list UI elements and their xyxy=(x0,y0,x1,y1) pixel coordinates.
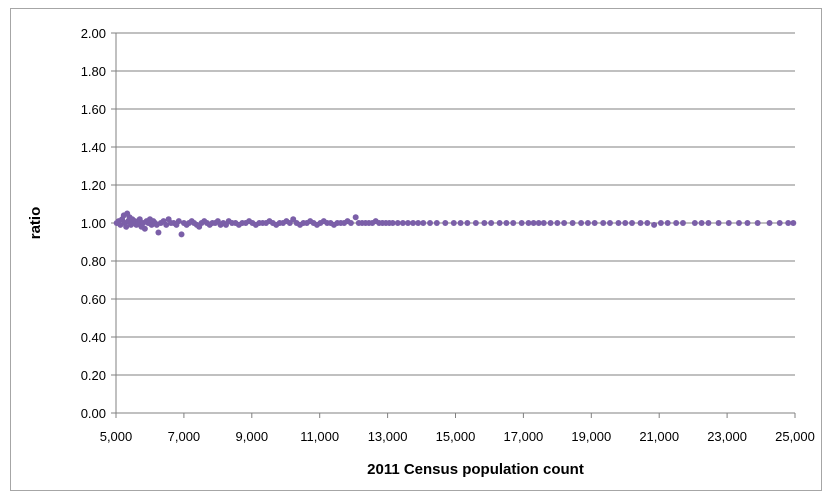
y-tick-label: 1.60 xyxy=(81,102,106,117)
data-point xyxy=(766,220,773,226)
y-tick-label: 2.00 xyxy=(81,26,106,41)
data-point xyxy=(404,220,411,226)
y-tick-label: 1.40 xyxy=(81,140,106,155)
data-point xyxy=(503,220,510,226)
data-point xyxy=(698,220,705,226)
x-tick-label: 17,000 xyxy=(504,429,544,444)
data-point xyxy=(525,220,532,226)
x-tick-label: 7,000 xyxy=(168,429,201,444)
data-point xyxy=(472,220,479,226)
data-point xyxy=(394,220,401,226)
data-point xyxy=(540,220,547,226)
data-point xyxy=(569,220,576,226)
x-tick-label: 9,000 xyxy=(236,429,269,444)
data-point xyxy=(410,220,417,226)
data-point xyxy=(615,220,622,226)
data-point xyxy=(785,220,792,226)
x-tick-label: 19,000 xyxy=(571,429,611,444)
data-point xyxy=(488,220,495,226)
data-point xyxy=(389,220,396,226)
data-point xyxy=(561,220,568,226)
data-point xyxy=(705,220,712,226)
data-point xyxy=(657,220,664,226)
y-tick-label: 1.80 xyxy=(81,64,106,79)
x-tick-label: 25,000 xyxy=(775,429,815,444)
x-tick-label: 23,000 xyxy=(707,429,747,444)
data-point xyxy=(433,220,440,226)
data-point xyxy=(420,220,427,226)
data-point xyxy=(464,220,471,226)
y-tick-label: 0.40 xyxy=(81,330,106,345)
x-tick-labels: 5,000 7,000 9,000 11,000 13,000 15,000 17,000 1… xyxy=(100,429,815,444)
data-point xyxy=(754,220,761,226)
x-tick-label: 13,000 xyxy=(368,429,408,444)
data-point xyxy=(163,221,170,228)
data-point xyxy=(554,220,561,226)
data-point xyxy=(715,220,722,226)
data-point xyxy=(725,220,732,226)
data-point xyxy=(776,220,783,226)
data-point xyxy=(735,220,742,226)
data-point xyxy=(427,220,434,226)
data-point xyxy=(691,220,698,226)
y-tick-label: 0.20 xyxy=(81,368,106,383)
data-point xyxy=(664,220,671,226)
data-point xyxy=(481,220,488,226)
data-point xyxy=(673,220,680,226)
data-point xyxy=(629,220,636,226)
data-point xyxy=(535,220,542,226)
x-tick-label: 21,000 xyxy=(639,429,679,444)
data-point xyxy=(622,220,629,226)
data-point xyxy=(606,220,613,226)
data-point xyxy=(347,220,354,226)
data-point xyxy=(123,223,130,230)
data-point xyxy=(679,220,686,226)
data-point xyxy=(644,220,651,226)
data-point xyxy=(744,220,751,226)
data-point xyxy=(415,220,422,226)
data-point xyxy=(510,220,517,226)
data-point xyxy=(637,220,644,226)
data-point xyxy=(518,220,525,226)
data-points xyxy=(113,210,797,238)
data-point xyxy=(591,220,598,226)
data-point xyxy=(155,229,162,236)
data-point xyxy=(178,231,185,238)
data-point xyxy=(600,220,607,226)
y-tick-label: 0.80 xyxy=(81,254,106,269)
data-point xyxy=(651,221,658,228)
data-point xyxy=(352,214,359,221)
x-axis-title: 2011 Census population count xyxy=(367,461,584,478)
data-point xyxy=(578,220,585,226)
data-point xyxy=(399,220,406,226)
y-tick-label: 1.20 xyxy=(81,178,106,193)
data-point xyxy=(496,220,503,226)
chart-frame xyxy=(10,8,822,491)
x-tick-label: 15,000 xyxy=(436,429,476,444)
data-point xyxy=(790,220,797,226)
y-tick-label: 0.00 xyxy=(81,406,106,421)
data-point xyxy=(450,220,457,226)
data-point xyxy=(442,220,449,226)
data-point xyxy=(141,225,148,232)
data-point xyxy=(584,220,591,226)
y-tick-labels: 0.00 0.20 0.40 0.60 0.80 1.00 1.20 1.40 1.60 1.80… xyxy=(81,26,106,421)
data-point xyxy=(530,220,537,226)
y-axis-title: ratio xyxy=(27,207,44,240)
y-tick-label: 1.00 xyxy=(81,216,106,231)
y-tick-label: 0.60 xyxy=(81,292,106,307)
x-tick-label: 11,000 xyxy=(300,429,339,444)
x-tick-label: 5,000 xyxy=(100,429,133,444)
data-point xyxy=(547,220,554,226)
data-point xyxy=(175,218,182,225)
data-point xyxy=(457,220,464,226)
